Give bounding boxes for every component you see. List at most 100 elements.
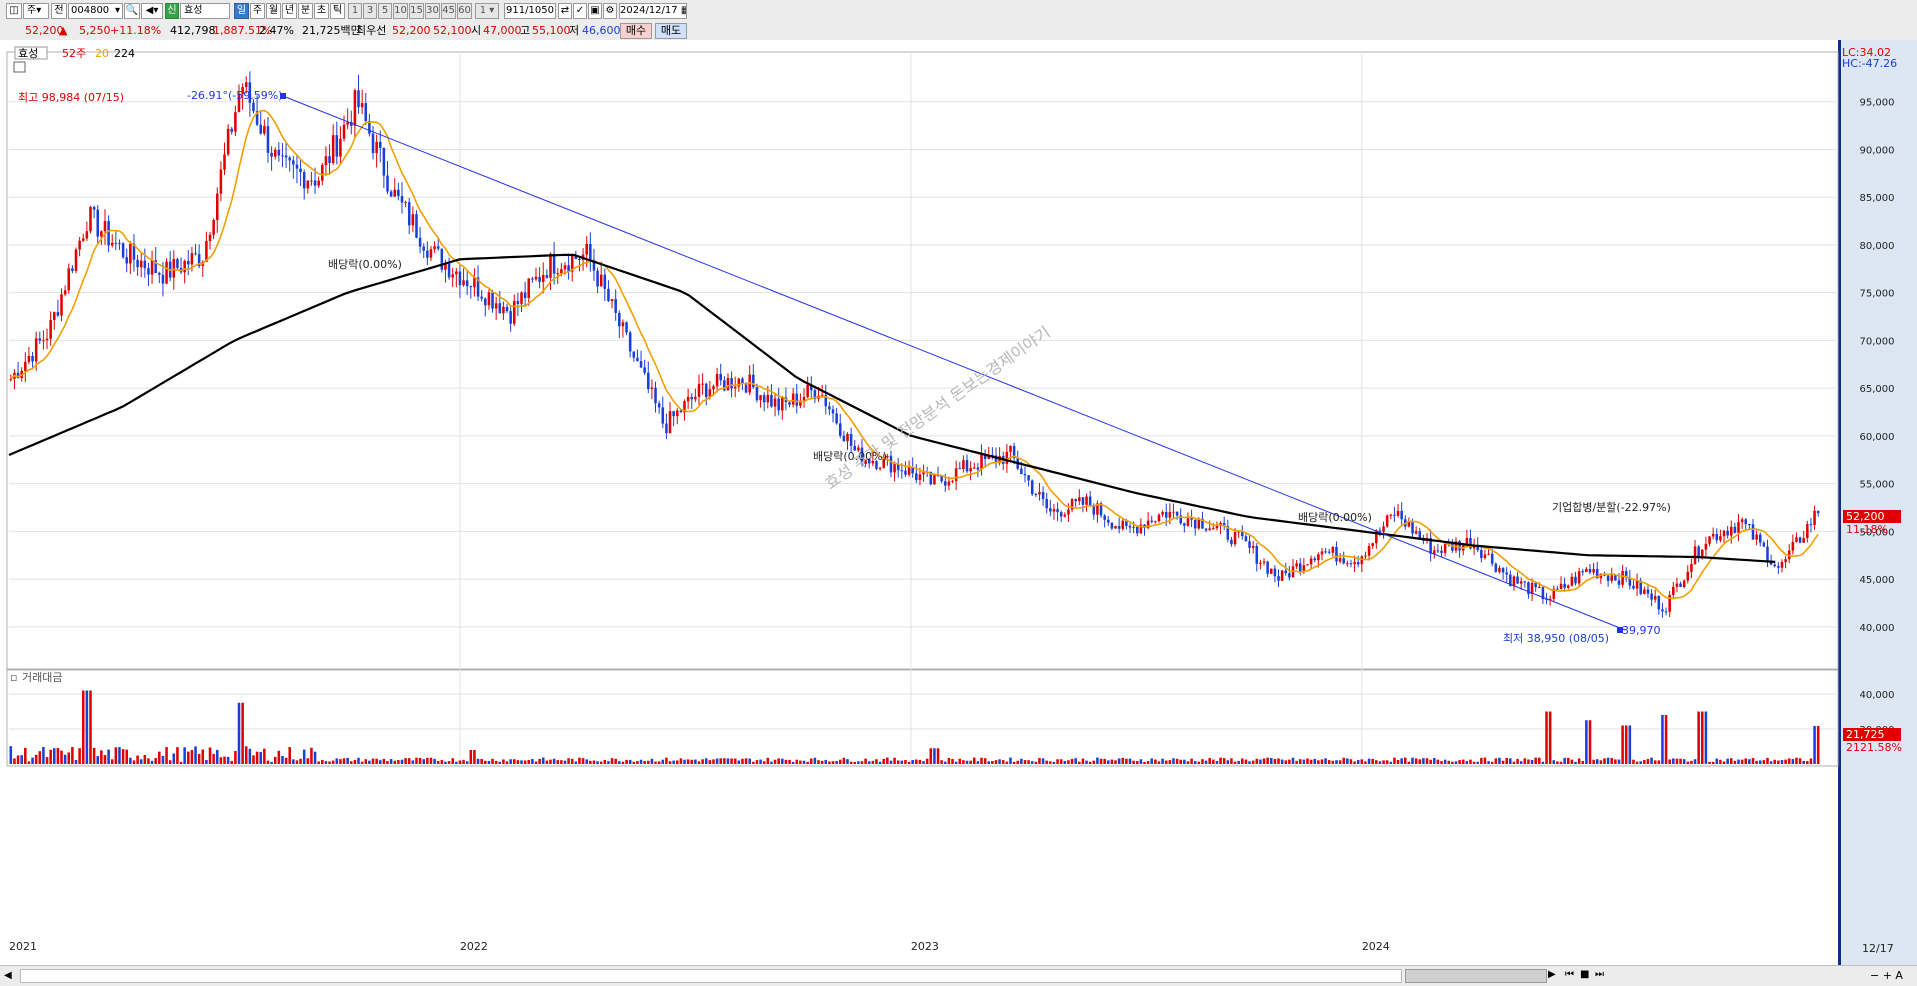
buy-button[interactable]: 매수	[620, 23, 652, 39]
scroll-track[interactable]	[20, 969, 1402, 983]
period-minute-button[interactable]: 분	[298, 3, 313, 19]
period-month-button[interactable]: 월	[266, 3, 281, 19]
minute-15-button[interactable]: 15	[409, 3, 424, 19]
candle-body	[56, 312, 60, 316]
period-second-button[interactable]: 초	[314, 3, 329, 19]
period-tick-button[interactable]: 틱	[330, 3, 345, 19]
period-code-select[interactable]: 주▾	[23, 3, 49, 19]
candle-body	[762, 395, 766, 403]
period-year-button[interactable]: 년	[282, 3, 297, 19]
volume-bar	[1291, 757, 1295, 764]
volume-bar	[324, 761, 328, 764]
candle-body	[1755, 534, 1758, 540]
volume-bars	[9, 690, 1820, 764]
candle-body	[1103, 515, 1106, 520]
prev-button[interactable]: 전	[51, 3, 67, 19]
volume-bar	[284, 757, 288, 764]
volume-bar	[1059, 759, 1063, 764]
volume-bar	[71, 747, 74, 764]
save-icon[interactable]: ▣	[588, 3, 602, 19]
price-chart-svg[interactable]: 40,000 45,000 50,000 55,000 60,000 65,000 70,0…	[0, 40, 1917, 965]
minute-1-button[interactable]: 1	[348, 3, 362, 19]
volume-bar	[1585, 720, 1588, 764]
count-input[interactable]: 911/1050	[504, 3, 556, 19]
minute-10-button[interactable]: 10	[393, 3, 408, 19]
candle-body	[1378, 530, 1382, 532]
volume-bar	[980, 757, 983, 764]
volume-bar	[860, 761, 864, 764]
chevron-down-icon[interactable]: ▾	[114, 5, 120, 16]
candle-body	[1429, 537, 1432, 554]
scroll-bar[interactable]: ◀ ▶ ⏮ ■ ⏭ − + A	[0, 965, 1917, 986]
last-icon[interactable]: ⏭	[1595, 969, 1604, 980]
candle-body	[1342, 558, 1345, 564]
sell-button[interactable]: 매도	[655, 23, 687, 39]
volume-bar	[940, 760, 943, 764]
volume-bar	[552, 758, 556, 764]
period-week-button[interactable]: 주	[250, 3, 265, 19]
volume-bar	[147, 758, 150, 764]
candle-body	[281, 155, 284, 157]
volume-bar	[730, 758, 733, 764]
volume-bar	[1595, 759, 1599, 764]
candle-body	[1382, 526, 1385, 532]
volume-bar	[701, 759, 704, 764]
stop-icon[interactable]: ■	[1580, 969, 1590, 980]
stock-name-field[interactable]: 효성	[180, 3, 230, 19]
period-day-button[interactable]: 일	[234, 3, 249, 19]
volume-bar	[273, 756, 277, 764]
volume-bar	[1708, 761, 1711, 764]
minute-60-button[interactable]: 60	[457, 3, 472, 19]
candle-body	[1284, 570, 1288, 574]
zoom-controls[interactable]: − + A	[1870, 969, 1903, 982]
volume-bar	[1378, 761, 1382, 764]
scroll-thumb[interactable]	[1405, 969, 1547, 983]
trend-end-handle[interactable]	[1617, 627, 1623, 633]
candle-body	[1052, 509, 1056, 512]
volume-bar	[306, 758, 310, 764]
volume-bar	[1273, 759, 1277, 764]
volume-bar	[1393, 757, 1396, 764]
volume-bar	[650, 758, 654, 764]
volume-bar	[560, 760, 563, 764]
volume-bar	[1563, 757, 1566, 764]
candle-body	[1172, 511, 1175, 513]
speaker-icon[interactable]: ◀▾	[141, 3, 163, 19]
scroll-right-icon[interactable]: ▶	[1548, 969, 1556, 980]
minute-5-button[interactable]: 5	[378, 3, 392, 19]
volume-bar	[364, 759, 368, 764]
table-icon[interactable]	[13, 61, 26, 73]
minute-45-button[interactable]: 45	[441, 3, 456, 19]
candle-body	[299, 168, 302, 173]
candle-body	[480, 296, 483, 299]
unit-select[interactable]: 1 ▾	[475, 3, 499, 19]
trend-start-handle[interactable]	[280, 93, 286, 99]
volume-bar	[31, 757, 34, 764]
volume-bar	[741, 758, 744, 764]
candle-body	[1639, 580, 1642, 594]
right-axis-panel	[1838, 40, 1917, 965]
volume-bar	[455, 761, 458, 764]
candle-body	[1034, 493, 1038, 495]
search-icon[interactable]: 🔍	[124, 3, 140, 19]
volume-bar	[1599, 760, 1603, 764]
minute-30-button[interactable]: 30	[425, 3, 440, 19]
date-input[interactable]: 2024/12/17 ▦	[619, 3, 687, 19]
gear-icon[interactable]: ⚙	[603, 3, 617, 19]
stock-code-input[interactable]: 004800 ▾	[68, 3, 123, 19]
check-icon[interactable]: ✓	[573, 3, 587, 19]
minute-3-button[interactable]: 3	[363, 3, 377, 19]
trend-line[interactable]	[282, 95, 1626, 631]
sync-icon[interactable]: ⇄	[558, 3, 572, 19]
chart-area[interactable]: 40,000 45,000 50,000 55,000 60,000 65,000 70,0…	[0, 40, 1917, 965]
layout-icon[interactable]: ◫	[6, 3, 22, 19]
volume-bar	[596, 761, 599, 764]
candle-body	[444, 263, 447, 270]
volume-bar	[1255, 758, 1259, 764]
candle-body	[1567, 585, 1570, 588]
volume-bar	[255, 751, 259, 764]
volume-bar	[969, 760, 972, 764]
candle-body	[1635, 580, 1639, 589]
scroll-left-icon[interactable]: ◀	[4, 970, 12, 981]
first-icon[interactable]: ⏮	[1565, 969, 1574, 980]
